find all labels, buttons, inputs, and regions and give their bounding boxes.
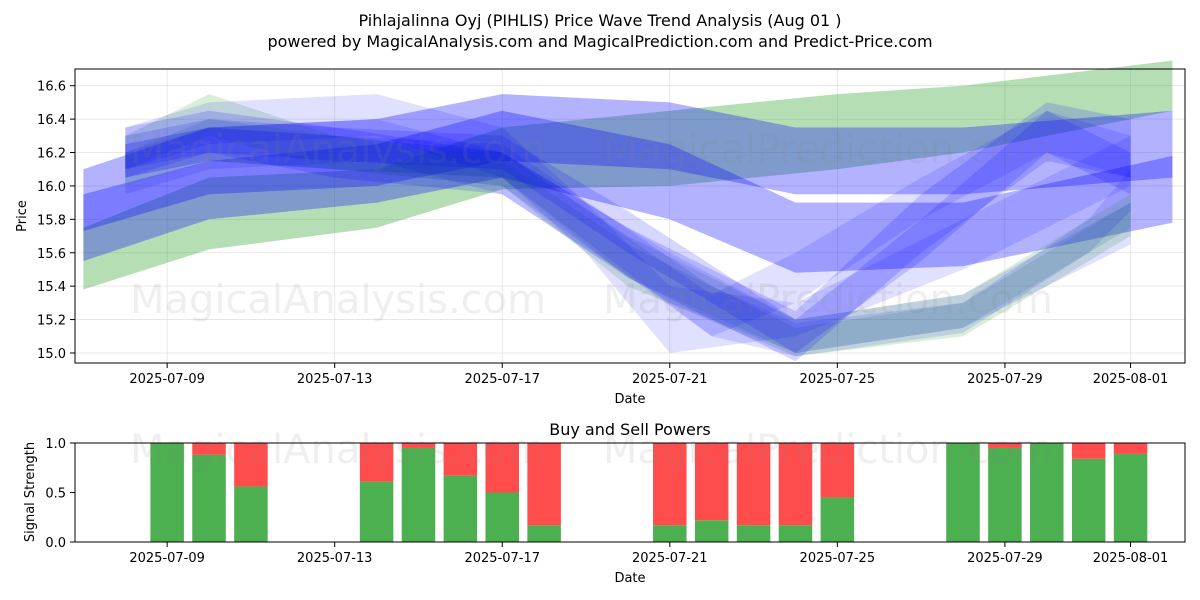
buy-bar xyxy=(820,497,855,542)
signal-x-tick-label: 2025-07-25 xyxy=(800,551,876,566)
price-band-5 xyxy=(125,102,1131,362)
chart-title: Pihlajalinna Oyj (PIHLIS) Price Wave Tre… xyxy=(358,11,841,30)
sell-bar xyxy=(694,443,729,521)
price-y-tick-label: 15.4 xyxy=(37,280,66,295)
price-y-label: Price xyxy=(15,200,30,232)
signal-x-tick-label: 2025-07-17 xyxy=(464,551,540,566)
watermark-prediction-mid: MagicalPrediction.com xyxy=(603,277,1053,323)
signal-y-ticks: 0.0 0.5 1.0 xyxy=(45,437,75,551)
sell-bar xyxy=(820,443,855,498)
buy-bar xyxy=(988,447,1022,542)
watermark-prediction-bottom: MagicalPrediction.com xyxy=(603,427,1053,473)
price-y-tick-label: 15.6 xyxy=(37,247,66,262)
buy-bar xyxy=(192,454,226,542)
sell-bar xyxy=(736,443,771,526)
signal-x-tick-label: 2025-08-01 xyxy=(1093,551,1169,566)
buy-bar xyxy=(485,492,519,542)
price-band-7 xyxy=(125,94,1131,353)
price-x-ticks: 2025-07-09 2025-07-13 2025-07-17 2025-07-21… xyxy=(129,363,1168,387)
price-band-0 xyxy=(83,60,1173,290)
sell-bar xyxy=(1113,443,1148,454)
price-y-tick-label: 15.8 xyxy=(37,213,66,228)
price-x-label: Date xyxy=(614,392,645,407)
signal-y-tick-label: 0.5 xyxy=(45,487,66,502)
buy-bar xyxy=(694,520,729,542)
price-y-tick-label: 16.4 xyxy=(37,113,66,128)
buy-bar xyxy=(150,443,184,542)
price-y-tick-label: 16.6 xyxy=(37,80,66,95)
sell-bar xyxy=(988,443,1022,448)
signal-bars xyxy=(150,443,1148,542)
price-x-tick-label: 2025-07-09 xyxy=(129,372,205,387)
buy-bar xyxy=(359,481,394,542)
sell-bar xyxy=(778,443,813,526)
sell-bar xyxy=(234,443,268,487)
price-band-3 xyxy=(125,119,1131,353)
price-band-8 xyxy=(125,119,1131,353)
price-x-tick-label: 2025-07-25 xyxy=(800,372,876,387)
sell-bar xyxy=(443,443,478,476)
signal-x-tick-label: 2025-07-13 xyxy=(297,551,373,566)
price-band-1 xyxy=(83,94,1173,231)
sell-bar xyxy=(192,443,226,455)
price-bands xyxy=(83,60,1173,362)
signal-y-label: Signal Strength xyxy=(23,442,38,542)
price-x-tick-label: 2025-07-17 xyxy=(464,372,540,387)
watermark-analysis-top: MagicalAnalysis.com xyxy=(130,127,546,173)
price-y-tick-label: 15.0 xyxy=(37,347,66,362)
price-x-tick-label: 2025-07-13 xyxy=(297,372,373,387)
buy-bar xyxy=(1113,453,1148,542)
signal-y-tick-label: 0.0 xyxy=(45,536,66,551)
chart-subtitle: powered by MagicalAnalysis.com and Magic… xyxy=(267,32,932,51)
sell-bar xyxy=(527,443,561,526)
price-y-tick-label: 16.2 xyxy=(37,147,66,162)
price-band-9 xyxy=(125,127,1131,357)
buy-bar xyxy=(401,447,436,542)
watermark-analysis-bottom: MagicalAnalysis.com xyxy=(130,427,546,473)
signal-title: Buy and Sell Powers xyxy=(549,420,711,439)
price-band-6 xyxy=(125,110,1131,353)
signal-x-ticks: 2025-07-09 2025-07-13 2025-07-17 2025-07-21… xyxy=(129,542,1168,566)
buy-bar xyxy=(1030,443,1064,542)
signal-x-tick-label: 2025-07-21 xyxy=(632,551,708,566)
price-x-tick-label: 2025-07-21 xyxy=(632,372,708,387)
sell-bar xyxy=(359,443,394,482)
buy-bar xyxy=(234,486,268,542)
buy-bar xyxy=(653,525,687,542)
signal-panel: Buy and Sell Powers MagicalAnalysis.com … xyxy=(23,420,1186,586)
buy-bar xyxy=(946,443,980,542)
buy-bar xyxy=(527,525,561,542)
signal-x-label: Date xyxy=(614,571,645,586)
price-grid xyxy=(75,69,1185,363)
price-x-tick-label: 2025-08-01 xyxy=(1093,372,1169,387)
signal-y-tick-label: 1.0 xyxy=(45,437,66,452)
watermark-prediction-top: MagicalPrediction.com xyxy=(603,127,1053,173)
price-y-tick-label: 15.2 xyxy=(37,314,66,329)
sell-bar xyxy=(653,443,687,526)
sell-bar xyxy=(1071,443,1106,459)
buy-bar xyxy=(1071,458,1106,542)
price-y-tick-label: 16.0 xyxy=(37,180,66,195)
signal-x-tick-label: 2025-07-29 xyxy=(967,551,1043,566)
sell-bar xyxy=(485,443,519,493)
price-band-10 xyxy=(125,110,1131,337)
sell-bar xyxy=(401,443,436,448)
price-band-4 xyxy=(125,94,1131,357)
price-y-ticks: 15.0 15.2 15.4 15.6 15.8 16.0 16.2 16.4 16.6 xyxy=(37,80,75,362)
price-plot-area xyxy=(75,69,1185,363)
price-panel: MagicalAnalysis.com MagicalPrediction.co… xyxy=(15,60,1186,407)
price-x-tick-label: 2025-07-29 xyxy=(967,372,1043,387)
price-plot-frame xyxy=(74,68,1186,364)
price-band-2 xyxy=(83,110,1173,273)
buy-bar xyxy=(778,525,813,542)
signal-x-tick-label: 2025-07-09 xyxy=(129,551,205,566)
buy-bar xyxy=(736,525,771,542)
buy-bar xyxy=(443,475,478,542)
watermark-analysis-mid: MagicalAnalysis.com xyxy=(130,277,546,323)
